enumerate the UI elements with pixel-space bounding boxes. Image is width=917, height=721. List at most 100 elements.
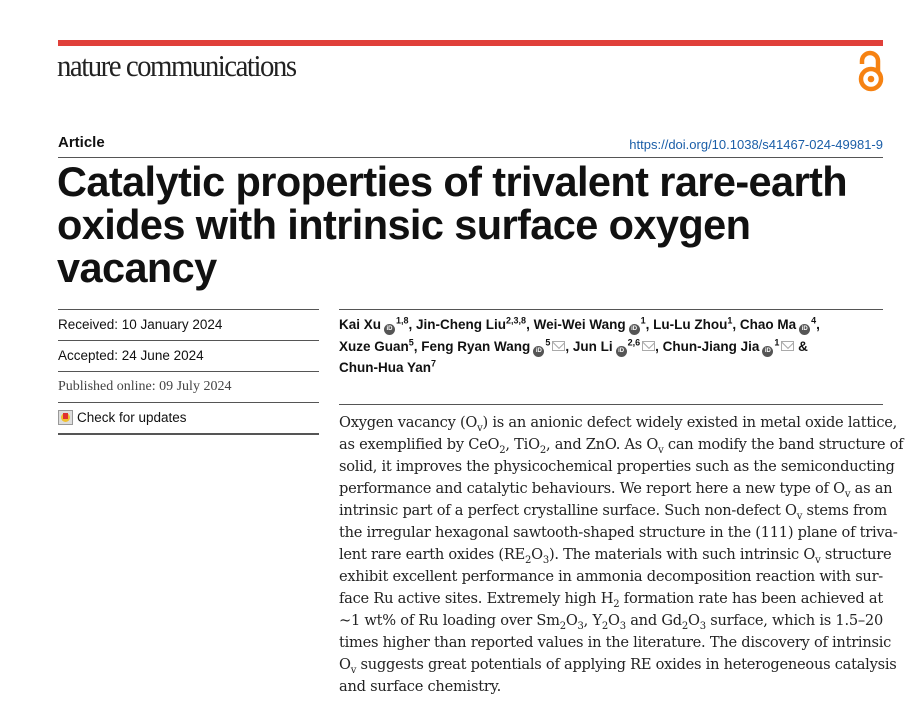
check-for-updates-button[interactable]: Check for updates bbox=[58, 410, 187, 425]
author-name[interactable]: Chun-Hua Yan bbox=[339, 360, 432, 375]
author-separator: , bbox=[645, 317, 654, 332]
divider bbox=[58, 340, 319, 341]
abstract-text: exhibit excellent performance in ammonia… bbox=[339, 568, 883, 585]
orcid-icon[interactable]: iD bbox=[384, 324, 396, 335]
abstract-text: face Ru active sites. Extremely high H bbox=[339, 590, 614, 607]
subscript: 3 bbox=[699, 620, 706, 632]
divider bbox=[339, 309, 883, 310]
journal-name: nature communications bbox=[57, 48, 297, 83]
orcid-icon[interactable]: iD bbox=[615, 345, 627, 357]
received-date: Received: 10 January 2024 bbox=[58, 317, 223, 332]
author-name[interactable]: Wei-Wei Wang bbox=[533, 317, 626, 332]
subscript: 3 bbox=[542, 554, 549, 566]
author-separator: , bbox=[655, 338, 663, 354]
abstract-text: the irregular hexagonal sawtooth-shaped … bbox=[339, 524, 898, 541]
abstract-line: Ov suggests great potentials of applying… bbox=[339, 654, 897, 676]
abstract-text: Oxygen vacancy (O bbox=[339, 414, 478, 431]
abstract-text: and Gd bbox=[625, 612, 682, 629]
author-list: Kai Xu iD1,8, Jin-Cheng Liu2,3,8, Wei-Wei… bbox=[339, 314, 884, 379]
author-separator: , bbox=[565, 338, 573, 354]
subscript: v bbox=[350, 664, 357, 676]
author-separator: & bbox=[794, 338, 808, 354]
author-affiliation: 4 bbox=[811, 315, 817, 326]
email-icon[interactable] bbox=[781, 340, 795, 351]
subscript: v bbox=[844, 488, 851, 500]
title-line: Catalytic properties of trivalent rare-e… bbox=[57, 158, 848, 205]
subscript: v bbox=[815, 554, 821, 566]
author-affiliation: 1 bbox=[774, 337, 780, 347]
abstract-text: ~1 wt% of Ru loading over Sm bbox=[339, 612, 560, 629]
abstract-text: solid, it improves the physicochemical p… bbox=[339, 458, 895, 475]
subscript: 2 bbox=[613, 598, 620, 610]
abstract-text: formation rate has been achieved at bbox=[619, 590, 883, 607]
abstract-text: and surface chemistry. bbox=[339, 678, 501, 695]
orcid-icon[interactable]: iD bbox=[628, 324, 640, 335]
author-affiliation: 1 bbox=[640, 315, 646, 326]
subscript: v bbox=[796, 510, 803, 522]
article-type: Article bbox=[58, 134, 105, 151]
abstract-text: O bbox=[607, 612, 620, 629]
author-name[interactable]: Jun Li bbox=[572, 338, 613, 354]
abstract-text: structure bbox=[820, 546, 892, 563]
author-name[interactable]: Kai Xu bbox=[339, 317, 382, 332]
abstract: Oxygen vacancy (Ov) is an anionic defect… bbox=[339, 412, 904, 698]
author-name[interactable]: Xuze Guan bbox=[339, 338, 409, 354]
abstract-line: exhibit excellent performance in ammonia… bbox=[339, 566, 883, 588]
orcid-icon[interactable]: iD bbox=[533, 345, 545, 357]
abstract-line: lent rare earth oxides (RE2O3). The mate… bbox=[339, 544, 892, 566]
subscript: 2 bbox=[681, 620, 688, 632]
abstract-text: ) is an anionic defect widely existed in… bbox=[482, 414, 898, 431]
subscript: 2 bbox=[499, 444, 506, 456]
journal-accent-bar bbox=[58, 40, 883, 46]
article-title: Catalytic properties of trivalent rare-e… bbox=[57, 160, 897, 289]
author-name[interactable]: Chao Ma bbox=[739, 317, 797, 332]
abstract-line: ~1 wt% of Ru loading over Sm2O3, Y2O3 an… bbox=[339, 610, 883, 632]
accepted-date: Accepted: 24 June 2024 bbox=[58, 348, 204, 363]
abstract-text: , Y bbox=[583, 612, 602, 629]
abstract-line: face Ru active sites. Extremely high H2 … bbox=[339, 588, 883, 610]
orcid-icon[interactable]: iD bbox=[799, 324, 811, 335]
author-separator: , bbox=[526, 317, 534, 332]
abstract-text: ). The materials with such intrinsic O bbox=[548, 546, 816, 563]
author-separator: , bbox=[816, 317, 820, 332]
divider bbox=[339, 404, 883, 405]
author-name[interactable]: Feng Ryan Wang bbox=[421, 338, 531, 354]
author-separator: , bbox=[732, 317, 740, 332]
check-updates-label: Check for updates bbox=[77, 410, 187, 425]
email-icon[interactable] bbox=[552, 340, 566, 351]
published-date: Published online: 09 July 2024 bbox=[58, 379, 232, 394]
author-affiliation: 1,8 bbox=[396, 315, 409, 326]
author-name[interactable]: Jin-Cheng Liu bbox=[416, 317, 507, 332]
abstract-line: performance and catalytic behaviours. We… bbox=[339, 478, 893, 500]
doi-link[interactable]: https://doi.org/10.1038/s41467-024-49981… bbox=[629, 137, 883, 152]
subscript: 2 bbox=[601, 620, 608, 632]
subscript: 2 bbox=[559, 620, 566, 632]
abstract-text: , and ZnO. As O bbox=[545, 436, 659, 453]
subscript: v bbox=[477, 422, 483, 434]
author-affiliation: 5 bbox=[545, 337, 551, 347]
orcid-icon[interactable]: iD bbox=[762, 345, 774, 357]
abstract-line: and surface chemistry. bbox=[339, 676, 883, 698]
abstract-text: stems from bbox=[802, 502, 888, 519]
subscript: 2 bbox=[524, 554, 532, 566]
author-affiliation: 2,3,8 bbox=[506, 315, 527, 326]
author-affiliation: 7 bbox=[431, 358, 437, 369]
check-updates-icon bbox=[58, 410, 73, 425]
email-icon[interactable] bbox=[642, 340, 656, 351]
divider bbox=[58, 433, 319, 435]
abstract-text: O bbox=[531, 546, 543, 563]
divider bbox=[58, 309, 319, 310]
abstract-text: O bbox=[339, 656, 351, 673]
abstract-line: solid, it improves the physicochemical p… bbox=[339, 456, 895, 478]
abstract-text: intrinsic part of a perfect crystalline … bbox=[339, 502, 797, 519]
abstract-line: times higher than reported values in the… bbox=[339, 632, 891, 654]
subscript: 2 bbox=[539, 444, 546, 456]
author-affiliation: 2,6 bbox=[627, 337, 641, 347]
author-affiliation: 1 bbox=[727, 315, 733, 326]
divider bbox=[58, 157, 883, 158]
author-name[interactable]: Lu-Lu Zhou bbox=[653, 317, 728, 332]
subscript: v bbox=[658, 444, 664, 456]
author-separator: , bbox=[408, 317, 417, 332]
abstract-text: performance and catalytic behaviours. We… bbox=[339, 480, 845, 497]
author-name[interactable]: Chun-Jiang Jia bbox=[662, 338, 760, 354]
